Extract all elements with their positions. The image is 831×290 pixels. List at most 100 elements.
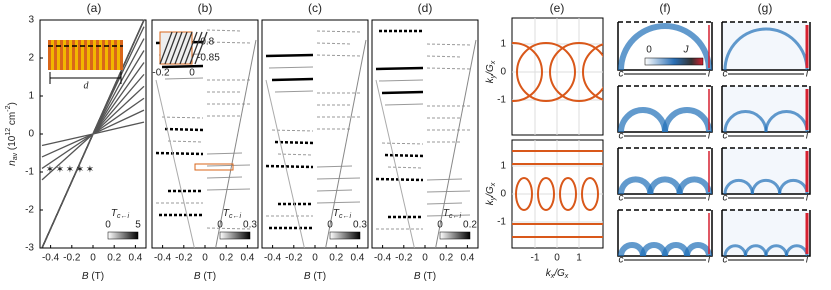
fan-line [92, 73, 145, 135]
inset-tick: 0 [189, 68, 195, 79]
panel-label: (a) [87, 1, 102, 15]
y-tick-label: -1 [497, 95, 506, 106]
x-tick-label: -0.4 [374, 253, 392, 264]
contact-label: i [708, 193, 711, 204]
label-part: k [546, 268, 552, 279]
zoom-box [194, 163, 234, 171]
feature [167, 140, 204, 143]
fan-line [92, 121, 145, 135]
feature [316, 165, 353, 168]
label-part: (T) [201, 271, 217, 282]
label-part: av [12, 152, 19, 160]
panel-label: (f) [659, 1, 670, 15]
feature [271, 129, 314, 132]
contact-label: c [723, 131, 728, 142]
current-arc [723, 27, 809, 71]
stripe [48, 40, 51, 70]
label-part: T [333, 208, 340, 219]
plot-area [371, 19, 479, 249]
label-part: B [82, 271, 89, 282]
y-axis-label: ky/Gx [485, 182, 498, 205]
stripe [90, 40, 93, 70]
label-part: T [223, 208, 230, 219]
colorbar-label: Tc←i [443, 208, 462, 221]
colorbar [219, 231, 251, 240]
stripe [84, 40, 87, 70]
y-tick-label: -1 [497, 217, 506, 228]
stripe [114, 40, 117, 70]
panel-label: (c) [308, 1, 322, 15]
feature [316, 189, 353, 192]
y-tick-label: 0 [500, 67, 506, 78]
current-arc [750, 178, 782, 195]
x-tick-label: 0.2 [107, 253, 121, 264]
label-part: c←i [449, 213, 462, 220]
stripe [117, 40, 120, 70]
colorbar-tick: 0.2 [463, 220, 477, 231]
feature [274, 140, 314, 145]
colorbar-label: J [683, 45, 690, 56]
contact-label: c [619, 131, 624, 142]
plot-frame [371, 19, 479, 249]
label-part: c←i [117, 213, 130, 220]
x-tick-label: -0.2 [285, 253, 303, 264]
stripe [75, 40, 78, 70]
feature [316, 54, 361, 57]
current-arc [676, 176, 712, 195]
marker: ✶ [86, 165, 94, 176]
contact-label: i [806, 69, 809, 80]
x-axis-label: kx/Gx [546, 268, 569, 281]
feature [426, 178, 463, 181]
frame [721, 148, 811, 195]
current-arc [764, 110, 809, 133]
feature [265, 53, 314, 58]
contour [582, 43, 603, 101]
contact-label: i [708, 255, 711, 266]
current-arc [618, 23, 712, 71]
x-tick-label: -0.2 [175, 253, 193, 264]
panel-label: (d) [418, 1, 433, 15]
map [722, 148, 810, 194]
feature [206, 152, 243, 155]
colorbar-label: Tc←i [333, 208, 352, 221]
x-tick-label: 0.4 [460, 253, 474, 264]
x-tick-label: 1 [576, 253, 582, 264]
fan-line [92, 19, 145, 135]
contact-label: c [619, 193, 624, 204]
marker: ✶ [56, 165, 64, 176]
label-part: T [443, 208, 450, 219]
fan-line [435, 39, 477, 249]
x-tick-label: -0.2 [395, 253, 413, 264]
fan-line [325, 39, 367, 249]
colorbar [644, 57, 704, 66]
x-axis-label: B (T) [304, 271, 326, 282]
contact-label: i [708, 69, 711, 80]
inset-fringe [194, 31, 208, 65]
feature [277, 153, 314, 156]
x-tick-label: 0 [312, 253, 318, 264]
colorbar-tick: 0 [217, 220, 223, 231]
fan-line [155, 79, 195, 249]
stripe [63, 40, 66, 70]
inset-fringe [159, 31, 173, 65]
fan-line [41, 133, 94, 181]
feature [164, 77, 204, 80]
contour [512, 42, 543, 102]
x-tick-label: 0.2 [329, 253, 343, 264]
feature [271, 77, 314, 82]
feature [274, 90, 314, 93]
x-tick-label: -1 [531, 253, 540, 264]
feature [426, 55, 463, 58]
label-part: (T) [89, 271, 105, 282]
contour [581, 177, 599, 211]
contact-label: c [723, 255, 728, 266]
y-axis-label: nav (1012 cm-2) [5, 102, 19, 166]
stripe [78, 40, 81, 70]
contour [516, 42, 576, 102]
colorbar-tick: 0.3 [353, 220, 367, 231]
y-tick-label: -2 [25, 205, 34, 216]
x-axis-label: B (T) [82, 271, 104, 282]
feature [316, 30, 361, 33]
frame [721, 22, 811, 71]
